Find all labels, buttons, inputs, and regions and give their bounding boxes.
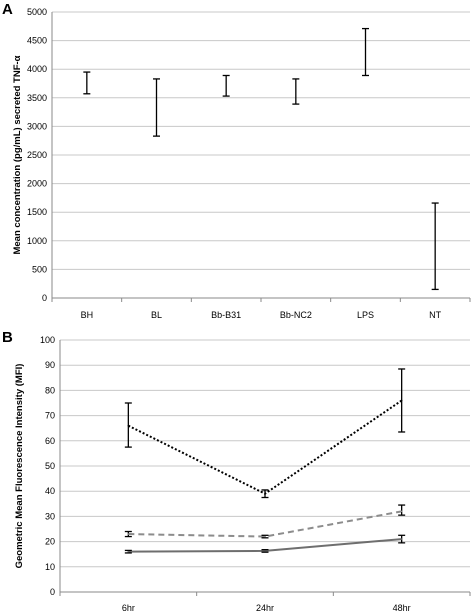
data-point [400,538,403,540]
y-tick-label: 3000 [27,121,47,131]
y-tick-label: 0 [42,293,47,303]
panel-a-letter: A [2,1,13,18]
series-line [128,510,402,538]
y-tick-label: 1000 [27,236,47,246]
data-point [400,399,403,402]
data-point [127,550,130,553]
x-tick-label: NT [429,310,441,320]
y-tick-label: 2500 [27,150,47,160]
y-tick-label: 10 [45,562,55,572]
y-axis-title: Geometric Mean Fluorescence Intensity (M… [14,364,25,569]
y-tick-label: 100 [40,335,55,345]
data-point [400,510,403,513]
panel-b-letter: B [2,329,13,346]
y-tick-label: 0 [50,587,55,597]
data-point [127,424,130,427]
y-tick-label: 1500 [27,207,47,217]
x-tick-label: 24hr [256,603,274,613]
y-tick-label: 80 [45,385,55,395]
y-tick-label: 4500 [27,36,47,46]
y-tick-label: 20 [45,537,55,547]
panel-b-chart: 0 10 20 30 40 50 60 70 80 90 100 6hr 24hr 48hr Geometr… [14,335,471,613]
y-tick-label: 500 [32,264,47,274]
y-tick-label: 30 [45,511,55,521]
y-tick-label: 40 [45,486,55,496]
x-tick-label: BH [81,310,94,320]
y-tick-label: 70 [45,411,55,421]
y-tick-label: 3500 [27,93,47,103]
data-point [264,550,266,552]
data-point [264,492,266,495]
y-tick-label: 60 [45,436,55,446]
x-tick-label: LPS [357,310,374,320]
x-tick-label: 48hr [393,603,411,613]
y-tick-label: 5000 [27,7,47,17]
x-tick-label: 6hr [122,603,135,613]
data-point [127,533,130,535]
y-axis-title: Mean concentration (pg/mL) secreted TNF-… [12,55,23,254]
y-tick-label: 50 [45,461,55,471]
series-line [127,399,403,495]
y-tick-label: 2000 [27,179,47,189]
y-tick-label: 4000 [27,64,47,74]
x-tick-label: BL [151,310,162,320]
panel-a-chart: 0 500 1000 1500 2000 2500 3000 3500 4000 4500 5000… [12,7,471,320]
data-point [264,535,266,538]
x-tick-label: Bb-B31 [211,310,241,320]
y-tick-label: 90 [45,360,55,370]
x-tick-label: Bb-NC2 [280,310,312,320]
